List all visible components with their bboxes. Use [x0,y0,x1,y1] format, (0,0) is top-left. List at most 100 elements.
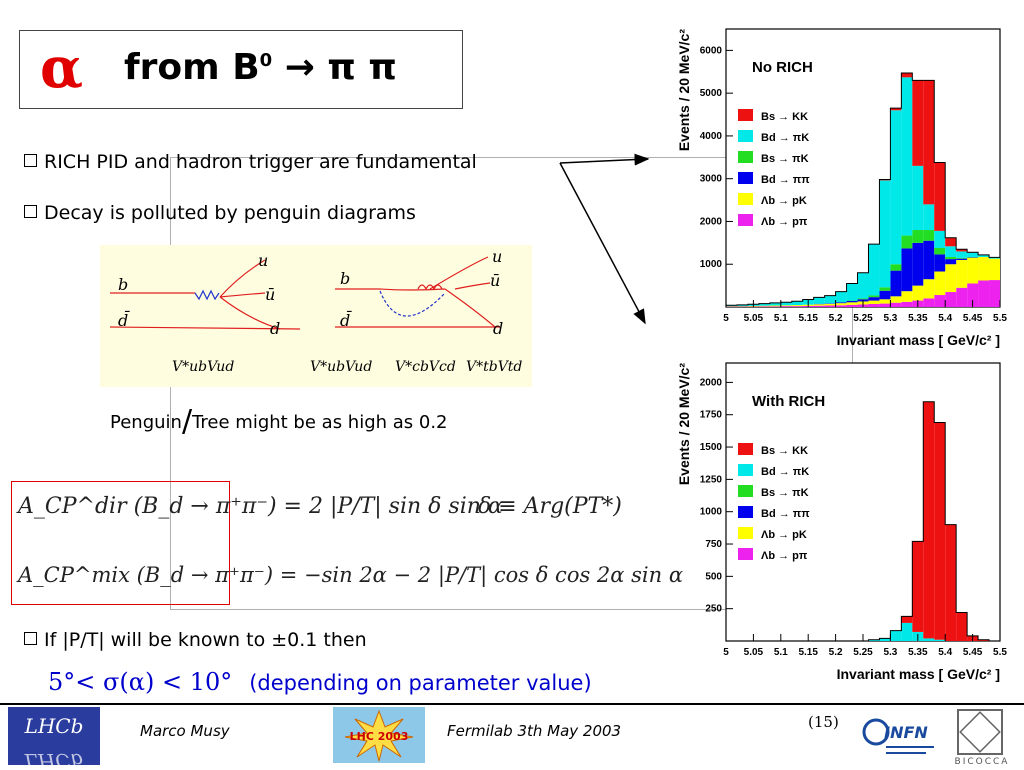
bicocca-logo: BICOCCA [944,704,1020,766]
tree-phrase: Tree might be as high as 0.2 [192,412,447,433]
penguin-quark-u: u [492,247,502,266]
hist-bar [901,248,912,291]
title-box: α from B0 → π π [19,30,463,109]
parameter-note: (depending on parameter value) [249,671,591,695]
bullet-penguin: Decay is polluted by penguin diagrams [24,202,416,224]
x-tick-label: 5.15 [798,313,818,324]
arrows-to-plots [550,145,660,330]
x-tick-label: 5.5 [993,313,1007,324]
hist-bar [934,422,945,639]
title-alpha: α [40,35,83,101]
x-tick-label: 5.3 [883,647,897,658]
lhcb-logo-graphic: LHCb LHCb [8,707,100,765]
hist-bar [912,166,923,230]
hist-bar [956,288,967,307]
result-line: 5°< σ(α) < 10° (depending on parameter v… [48,668,592,696]
legend-swatch [738,548,753,560]
hist-bar [825,304,836,306]
hist-bar [879,287,890,290]
x-tick-label: 5.45 [963,647,983,658]
title-rest: → π π [272,47,397,88]
page-number: (15) [808,713,839,731]
hist-bar [934,254,945,271]
legend-label: Bd → πK [761,132,809,144]
x-tick-label: 5.2 [829,647,843,658]
hist-bar [890,271,901,297]
hist-bar [847,305,858,307]
legend-label: Bs → πK [761,153,809,165]
footer-event: Fermilab 3th May 2003 [447,722,621,740]
x-axis-label: Invariant mass [ GeV/c² ] [837,666,1000,682]
hist-bar [956,258,967,259]
bullet-penguin-text: Decay is polluted by penguin diagrams [44,202,416,224]
legend-label: Bd → πK [761,466,809,478]
y-tick-label: 3000 [700,174,723,185]
hist-bar [923,230,934,241]
x-tick-label: 5.4 [938,313,952,324]
hist-bar [912,80,923,166]
hist-bar [923,298,934,307]
hist-bar [978,280,989,307]
y-axis-label: Events / 20 MeV/c² [676,363,692,486]
hist-bar [956,259,967,260]
feynman-diagrams: b d̄ u ū d V*ubVud b d̄ u ū d V*ubVud V*… [100,245,532,387]
footer-divider [0,703,1024,705]
tree-quark-d: d [270,319,280,338]
y-tick-label: 1750 [700,410,723,421]
hist-bar [868,304,879,307]
hist-bar [934,162,945,230]
hist-bar [879,180,890,287]
infn-logo: INFN [862,712,938,764]
x-tick-label: 5 [723,647,729,658]
y-tick-label: 750 [705,539,722,550]
legend-label: Λb → pπ [761,216,808,228]
hist-bar [934,640,945,641]
x-tick-label: 5.35 [908,647,928,658]
x-tick-label: 5.3 [883,313,897,324]
bullet-pt-known: If |P/T| will be known to ±0.1 then [24,629,367,651]
hist-bar [967,253,978,257]
lhc2003-logo-text: LHC 2003 [350,730,409,743]
x-tick-label: 5.45 [963,313,983,324]
y-tick-label: 4000 [700,131,723,142]
hist-bar [945,238,956,247]
y-tick-label: 6000 [700,45,723,56]
hist-bar [781,306,792,307]
tree-quark-u: u [258,251,268,270]
legend-swatch [738,130,753,142]
penguin-tree-note: Penguin/Tree might be as high as 0.2 [110,404,448,439]
formula-delta-def: δ ≡ Arg(PT*) [478,494,622,519]
x-tick-label: 5.2 [829,313,843,324]
penguin-word: Penguin [110,412,182,433]
hist-bar [934,248,945,254]
hist-bar [770,306,781,307]
hist-bar [858,273,869,299]
hist-bar [901,236,912,249]
y-tick-label: 2000 [700,377,723,388]
legend-swatch [738,485,753,497]
chart-title: With RICH [752,393,825,410]
hist-bar [858,298,869,299]
hist-bar [759,306,770,307]
hist-bar [956,251,967,257]
legend-swatch [738,151,753,163]
legend-swatch [738,506,753,518]
tree-quark-ubar: ū [265,285,275,304]
hist-bar [792,305,803,306]
penguin-quark-b: b [340,269,350,288]
ratio-slash: / [182,404,192,439]
x-tick-label: 5.35 [908,313,928,324]
hist-bar [923,279,934,298]
y-tick-label: 1250 [700,474,723,485]
x-axis-label: Invariant mass [ GeV/c² ] [837,332,1000,348]
tree-quark-b: b [118,275,128,294]
hist-bar [901,623,912,641]
legend-label: Λb → pK [761,529,807,541]
lhcb-logo: LHCb LHCb [8,707,100,765]
hist-bar [923,204,934,230]
formula-acp-dir: A_CP^dir (B_d → π⁺π⁻) = 2 |P/T| sin δ si… [18,494,503,519]
hist-bar [934,272,945,296]
title-from-b: from B [124,47,260,88]
hist-bar [868,301,879,304]
